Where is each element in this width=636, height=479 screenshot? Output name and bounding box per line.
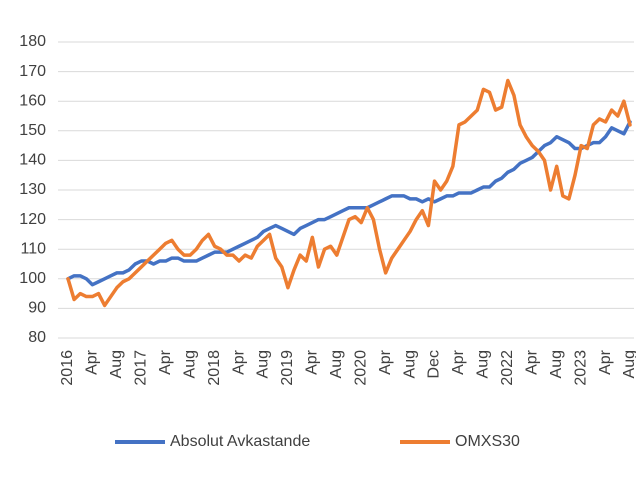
y-tick-label: 120	[19, 211, 46, 228]
x-tick-label: 2019	[279, 350, 296, 386]
y-tick-label: 160	[19, 92, 46, 109]
x-tick-label: Aug	[621, 350, 636, 378]
y-tick-label: 110	[20, 240, 46, 257]
y-tick-label: 90	[28, 300, 46, 317]
x-tick-label: 2020	[352, 350, 369, 386]
x-tick-label: Apr	[377, 349, 394, 375]
x-tick-label: Apr	[597, 349, 614, 375]
y-tick-label: 180	[19, 33, 46, 50]
x-tick-label: 2022	[499, 350, 516, 386]
y-tick-label: 80	[28, 329, 46, 346]
x-tick-label: Aug	[475, 350, 492, 378]
x-tick-label: Apr	[157, 349, 174, 375]
series-line	[66, 120, 632, 287]
x-tick-label: 2016	[59, 350, 76, 386]
x-tick-label: Dec	[426, 350, 443, 378]
x-tick-label: Apr	[304, 349, 321, 375]
x-tick-label: Aug	[108, 350, 125, 378]
series-line	[66, 78, 632, 308]
x-tick-label: Aug	[181, 350, 198, 378]
legend-label: Absolut Avkastande	[170, 433, 310, 450]
x-tick-label: Apr	[523, 349, 540, 375]
y-tick-label: 100	[19, 270, 46, 287]
x-tick-label: Apr	[230, 349, 247, 375]
y-tick-label: 150	[19, 122, 46, 139]
y-tick-label: 140	[19, 152, 46, 169]
x-tick-label: 2018	[206, 350, 223, 386]
x-tick-label: Aug	[548, 350, 565, 378]
x-tick-label: 2017	[133, 350, 150, 386]
x-tick-label: Apr	[84, 349, 101, 375]
x-tick-label: Aug	[328, 350, 345, 378]
x-tick-label: Aug	[255, 350, 272, 378]
y-tick-label: 170	[19, 63, 46, 80]
x-tick-label: Apr	[450, 349, 467, 375]
legend-label: OMXS30	[455, 433, 520, 450]
x-tick-label: 2023	[572, 350, 589, 386]
x-tick-label: Aug	[401, 350, 418, 378]
y-tick-label: 130	[19, 181, 46, 198]
